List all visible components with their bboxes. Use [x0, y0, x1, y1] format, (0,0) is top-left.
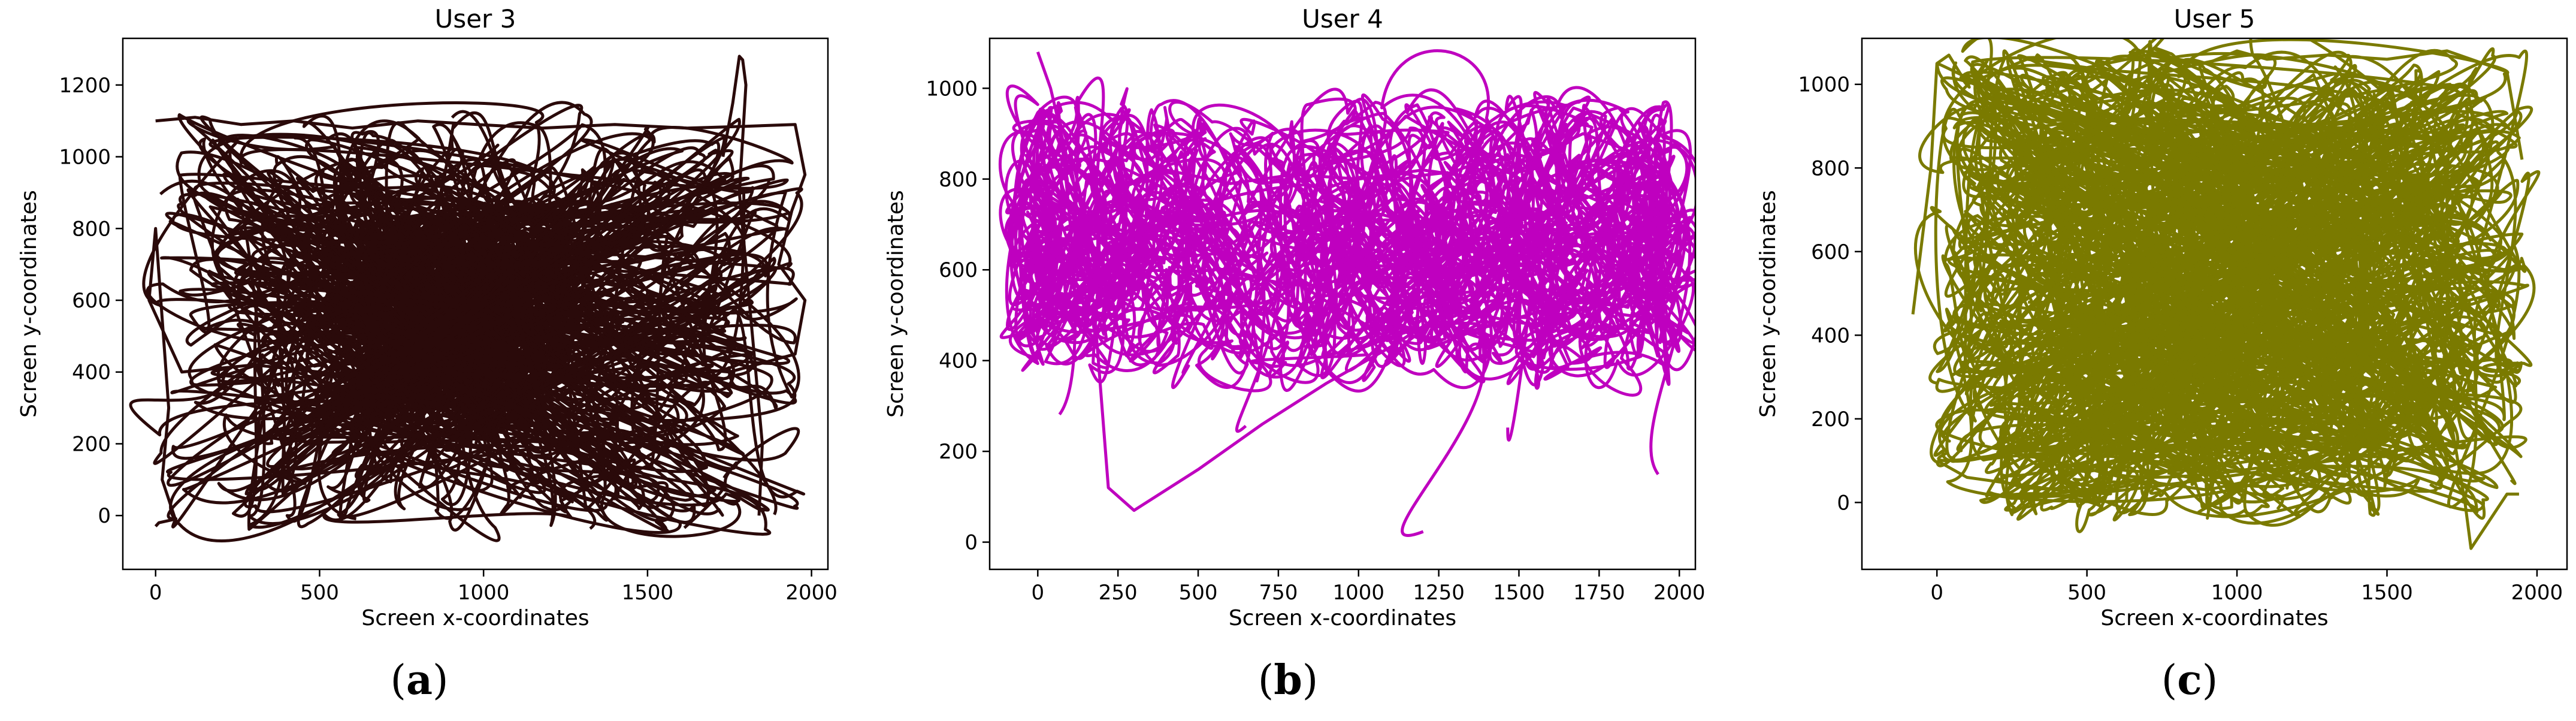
y-tick-label: 400 — [1811, 324, 1850, 348]
trajectory-layer — [1911, 38, 2541, 550]
y-tick-label: 600 — [939, 258, 978, 282]
y-tick-label: 200 — [939, 440, 978, 464]
y-tick-label: 600 — [1811, 240, 1850, 264]
y-axis-label: Screen y-coordinates — [1756, 190, 1780, 418]
x-tick-label: 1500 — [622, 581, 674, 605]
panel-label-letter: a — [406, 656, 433, 704]
trajectory-scribble — [999, 101, 1207, 384]
chart-title: User 5 — [2174, 4, 2255, 34]
trajectory-layer — [129, 55, 807, 542]
plot-frame — [988, 37, 1697, 571]
y-tick-label: 0 — [1837, 491, 1850, 515]
trajectory-series-1 — [1036, 51, 1658, 190]
x-tick-label: 1000 — [2211, 581, 2263, 605]
x-tick-label: 1000 — [458, 581, 510, 605]
trajectory-scribble — [1918, 38, 2529, 512]
x-tick-label: 750 — [1259, 581, 1298, 605]
trajectory-scribble — [146, 119, 791, 515]
chart-title: User 4 — [1302, 4, 1383, 34]
x-tick-label: 0 — [1031, 581, 1044, 605]
chart-title: User 3 — [435, 4, 516, 34]
y-tick-label: 1200 — [59, 74, 111, 98]
x-tick-label: 1750 — [1573, 581, 1625, 605]
panel-label-open: ( — [2161, 657, 2178, 704]
y-tick-label: 0 — [98, 504, 111, 528]
y-axis-label: Screen y-coordinates — [884, 190, 908, 418]
panel-label-close: ) — [1302, 657, 1319, 704]
x-tick-label: 500 — [300, 581, 339, 605]
x-tick-label: 0 — [1930, 581, 1943, 605]
plot-frame — [122, 37, 829, 571]
y-tick-label: 1000 — [1798, 73, 1850, 97]
x-tick-label: 2000 — [1653, 581, 1706, 605]
trajectory-layer — [998, 49, 1695, 537]
y-tick-label: 200 — [1811, 408, 1850, 432]
y-tick-label: 1000 — [926, 77, 978, 101]
y-tick-label: 400 — [72, 361, 111, 385]
x-tick-label: 0 — [149, 581, 162, 605]
y-tick-label: 400 — [939, 349, 978, 373]
y-tick-label: 800 — [1811, 156, 1850, 180]
trajectory-series-1 — [1911, 49, 2524, 315]
y-tick-label: 0 — [965, 531, 978, 555]
trajectory-scribble — [167, 132, 800, 542]
panel-label-open: ( — [1258, 657, 1274, 704]
trajectory-series-2 — [1069, 245, 1662, 512]
trajectory-scribble — [1161, 91, 1695, 433]
x-tick-label: 2000 — [2511, 581, 2563, 605]
x-axis-label: Screen x-coordinates — [2100, 606, 2328, 631]
trajectory-series-1 — [147, 116, 807, 527]
x-tick-label: 1500 — [1493, 581, 1545, 605]
trajectory-series-2 — [721, 55, 764, 516]
panel-label-letter: b — [1274, 656, 1302, 704]
y-tick-label: 200 — [72, 432, 111, 456]
panel-label: (b) — [1258, 656, 1319, 704]
panel-label-close: ) — [2202, 657, 2218, 704]
trajectory-scribble — [170, 114, 798, 532]
x-tick-label: 250 — [1099, 581, 1138, 605]
y-tick-label: 800 — [72, 217, 111, 241]
trajectory-scribble — [1935, 38, 2521, 520]
panel-label-letter: c — [2177, 656, 2202, 704]
panel-label-close: ) — [433, 657, 449, 704]
y-axis-label: Screen y-coordinates — [17, 190, 41, 418]
y-tick-label: 800 — [939, 168, 978, 192]
trajectory-series-2 — [1936, 375, 2519, 550]
x-tick-label: 1000 — [1333, 581, 1385, 605]
x-tick-label: 1500 — [2361, 581, 2413, 605]
y-tick-label: 1000 — [59, 146, 111, 170]
x-tick-label: 500 — [2067, 581, 2106, 605]
panel-user-5: 0 500 1000 1500 2000 0 200 400 600 800 1000 User 5 S… — [1756, 4, 2568, 704]
panel-label-open: ( — [390, 657, 406, 704]
x-tick-label: 500 — [1179, 581, 1218, 605]
panel-label: (a) — [390, 656, 448, 704]
y-tick-label: 600 — [72, 289, 111, 313]
x-tick-label: 1250 — [1413, 581, 1465, 605]
x-axis-label: Screen x-coordinates — [361, 606, 589, 631]
plot-frame — [1861, 37, 2568, 571]
panel-user-3: 0 500 1000 1500 2000 0 200 400 600 800 1000 1200 Use… — [17, 4, 837, 704]
panel-label: (c) — [2161, 656, 2218, 704]
x-tick-label: 2000 — [785, 581, 837, 605]
x-axis-label: Screen x-coordinates — [1229, 606, 1456, 631]
panel-user-4: 0 250 500 750 1000 1250 1500 1750 2000 0 200 400 600… — [884, 4, 1706, 704]
